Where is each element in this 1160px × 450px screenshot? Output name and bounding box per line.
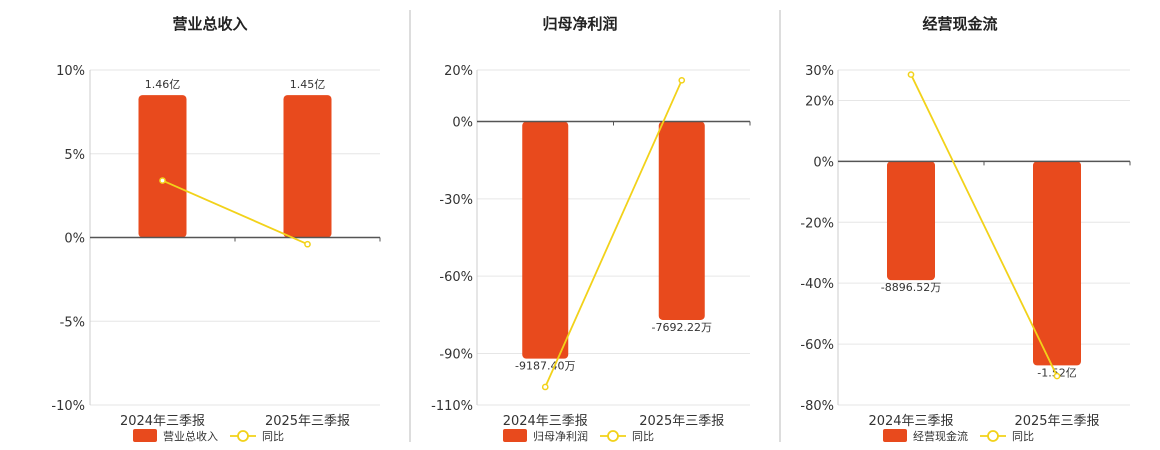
y-tick-label: 10%: [56, 64, 85, 79]
legend-line-marker: [607, 430, 619, 442]
bar-data-label: 1.45亿: [290, 78, 326, 91]
y-tick-label: 0%: [64, 232, 85, 247]
yoy-point: [541, 383, 549, 391]
legend-bar-swatch: [133, 429, 157, 442]
yoy-point: [678, 76, 686, 84]
y-tick-label: -60%: [800, 338, 834, 353]
x-category-label: 2024年三季报: [503, 414, 588, 429]
y-tick-label: 0%: [813, 155, 834, 170]
yoy-point: [1053, 372, 1061, 380]
bar: [283, 95, 332, 238]
y-tick-label: 0%: [452, 116, 473, 131]
bar-data-label: -8896.52万: [881, 281, 941, 294]
legend-line-marker: [987, 430, 999, 442]
x-category-label: 2024年三季报: [120, 414, 205, 429]
chart-title: 归母净利润: [542, 15, 617, 33]
x-category-label: 2025年三季报: [639, 414, 724, 429]
yoy-point: [907, 71, 915, 78]
legend-line-label: 同比: [1012, 430, 1034, 443]
bar: [522, 121, 569, 359]
x-category-label: 2025年三季报: [265, 414, 350, 429]
chart-title: 经营现金流: [922, 15, 997, 33]
legend-bar-swatch: [883, 429, 907, 442]
y-tick-label: -5%: [60, 315, 85, 330]
y-tick-label: -20%: [800, 216, 834, 231]
legend-line-label: 同比: [262, 430, 284, 443]
y-tick-label: -90%: [439, 347, 473, 362]
legend-bar-label: 归母净利润: [533, 429, 588, 443]
legend-bar-label: 经营现金流: [913, 429, 968, 443]
yoy-line: [162, 179, 308, 246]
bar-data-label: 1.46亿: [145, 78, 181, 91]
legend-line-marker: [237, 430, 249, 442]
legend-bar-label: 营业总收入: [163, 429, 218, 443]
y-tick-label: 20%: [444, 64, 473, 79]
bar-data-label: -7692.22万: [652, 321, 712, 334]
bar: [658, 121, 705, 320]
y-tick-label: -10%: [51, 399, 85, 414]
yoy-point: [304, 240, 311, 248]
x-category-label: 2024年三季报: [868, 414, 953, 429]
chart-panel-3: 经营现金流30%20%0%-20%-40%-60%-80%-8896.52万-1…: [779, 10, 1131, 443]
chart-panel-2: 归母净利润 20% 0% -30% -60% -90% -110% -9187.40万 -769…: [409, 10, 751, 443]
y-tick-label: 20%: [805, 94, 834, 109]
yoy-line: [910, 74, 1058, 377]
chart-panel-1: 营业总收入 10% 5% 0% -5% -10% 1.46亿 1.45亿 2024年三季报 202…: [51, 15, 381, 443]
y-tick-label: -60%: [439, 270, 473, 285]
y-tick-label: -40%: [800, 277, 834, 292]
y-tick-label: 30%: [805, 64, 834, 79]
y-tick-label: -80%: [800, 399, 834, 414]
y-tick-label: 5%: [64, 148, 85, 163]
y-tick-label: -30%: [439, 193, 473, 208]
legend-bar-swatch: [503, 429, 527, 442]
yoy-point: [159, 177, 166, 184]
bar: [1033, 161, 1081, 366]
bar-data-label: -9187.40万: [515, 360, 575, 373]
bar: [887, 161, 935, 281]
bar: [138, 95, 187, 238]
chart-title: 营业总收入: [172, 15, 247, 33]
y-tick-label: -110%: [431, 399, 473, 414]
legend-line-label: 同比: [632, 430, 654, 443]
yoy-line: [544, 79, 683, 388]
x-category-label: 2025年三季报: [1014, 414, 1099, 429]
